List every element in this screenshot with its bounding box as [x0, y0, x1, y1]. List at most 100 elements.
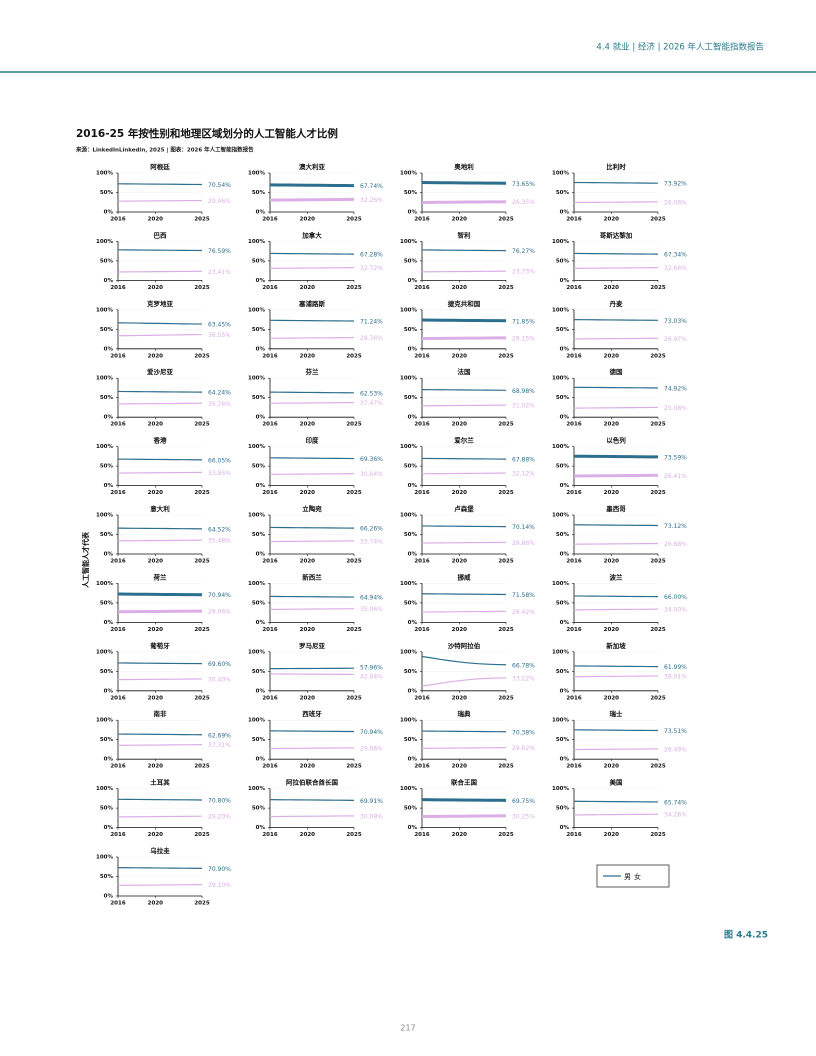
y-tick-label: 100%	[96, 718, 113, 724]
x-tick-label: 2025	[650, 832, 665, 838]
panel-title: 卢森堡	[454, 504, 474, 513]
end-value-label: 70.94%	[208, 592, 231, 599]
y-tick-label: 100%	[96, 649, 113, 655]
end-value-label: 37.31%	[208, 742, 231, 749]
panel-title: 丹麦	[609, 299, 624, 308]
end-value-label: 63.45%	[208, 322, 231, 329]
end-value-label: 26.49%	[664, 746, 687, 753]
series-line	[117, 815, 203, 818]
x-tick-label: 2025	[346, 353, 361, 359]
end-value-label: 29.06%	[208, 609, 231, 616]
x-tick-label: 2025	[498, 285, 513, 291]
y-tick-label: 0%	[104, 415, 114, 421]
y-tick-label: 0%	[256, 620, 266, 626]
series-line	[573, 267, 659, 269]
end-value-label: 25.08%	[664, 405, 687, 412]
y-tick-label: 0%	[560, 210, 570, 216]
x-tick-label: 2025	[650, 353, 665, 359]
y-tick-label: 100%	[248, 649, 265, 655]
y-tick-label: 0%	[256, 552, 266, 558]
end-value-label: 73.51%	[664, 728, 687, 735]
series-line	[421, 249, 507, 252]
y-tick-label: 50%	[100, 327, 114, 333]
panel-title: 墨西哥	[606, 504, 626, 513]
series-line	[269, 526, 355, 529]
y-tick-label: 50%	[556, 806, 570, 812]
series-line	[573, 813, 659, 816]
x-tick-label: 2020	[148, 490, 163, 496]
x-tick-label: 2025	[194, 832, 209, 838]
y-tick-label: 0%	[104, 346, 114, 352]
x-tick-label: 2020	[604, 695, 619, 701]
x-tick-label: 2020	[604, 764, 619, 770]
x-tick-label: 2025	[346, 285, 361, 291]
y-tick-label: 50%	[556, 327, 570, 333]
end-value-label: 71.58%	[512, 592, 535, 599]
x-tick-label: 2016	[110, 695, 125, 701]
y-tick-label: 50%	[100, 874, 114, 880]
series-line	[421, 336, 507, 341]
y-tick-label: 100%	[96, 307, 113, 313]
y-tick-label: 50%	[252, 464, 266, 470]
x-tick-label: 2016	[110, 901, 125, 907]
series-line	[117, 884, 203, 886]
y-tick-label: 100%	[400, 581, 417, 587]
series-line	[421, 457, 507, 460]
end-value-label: 70.38%	[512, 729, 535, 736]
panel-title: 法国	[458, 367, 472, 376]
panel-title: 印度	[306, 436, 320, 445]
end-value-label: 34.00%	[664, 607, 687, 614]
x-tick-label: 2016	[262, 490, 277, 496]
x-tick-label: 2020	[300, 832, 315, 838]
series-line	[573, 542, 659, 545]
panel-title: 葡萄牙	[149, 641, 170, 650]
y-tick-label: 0%	[256, 757, 266, 763]
series-line	[117, 539, 203, 542]
end-value-label: 32.72%	[360, 265, 383, 272]
y-tick-label: 50%	[404, 464, 418, 470]
end-value-label: 23.73%	[512, 269, 535, 276]
y-tick-label: 50%	[252, 395, 266, 401]
panel-title: 波兰	[610, 572, 624, 581]
x-tick-label: 2020	[604, 559, 619, 565]
panel-title: 捷克共和国	[448, 299, 481, 308]
end-value-label: 70.14%	[512, 524, 535, 531]
panel-title: 南非	[154, 709, 168, 718]
series-line	[117, 333, 203, 337]
panel-title: 新西兰	[302, 572, 322, 581]
x-tick-label: 2016	[262, 285, 277, 291]
y-tick-label: 0%	[560, 688, 570, 694]
end-value-label: 70.54%	[208, 182, 231, 189]
y-tick-label: 100%	[248, 376, 265, 382]
end-value-label: 69.75%	[512, 798, 535, 805]
x-tick-label: 2016	[414, 832, 429, 838]
x-tick-label: 2020	[452, 559, 467, 565]
y-tick-label: 50%	[404, 669, 418, 675]
y-tick-label: 100%	[96, 786, 113, 792]
y-tick-label: 50%	[252, 258, 266, 264]
panel-title: 塞浦路斯	[299, 299, 326, 308]
x-tick-label: 2020	[604, 285, 619, 291]
panel-title: 挪威	[458, 572, 472, 581]
x-tick-label: 2016	[110, 832, 125, 838]
y-tick-label: 0%	[408, 210, 418, 216]
end-value-label: 29.62%	[512, 745, 535, 752]
end-value-label: 28.76%	[360, 335, 383, 342]
y-tick-label: 0%	[408, 620, 418, 626]
x-tick-label: 2020	[452, 695, 467, 701]
x-tick-label: 2020	[300, 422, 315, 428]
series-line	[269, 319, 355, 322]
series-line	[117, 199, 203, 202]
y-tick-label: 100%	[400, 718, 417, 724]
x-tick-label: 2020	[148, 285, 163, 291]
x-tick-label: 2016	[414, 695, 429, 701]
series-line	[573, 665, 659, 668]
x-tick-label: 2016	[262, 627, 277, 633]
series-line	[117, 270, 203, 273]
end-value-label: 26.88%	[664, 541, 687, 548]
x-tick-label: 2025	[498, 559, 513, 565]
y-tick-label: 0%	[560, 757, 570, 763]
series-line	[573, 454, 659, 459]
series-line	[117, 867, 203, 869]
x-tick-label: 2025	[498, 217, 513, 223]
